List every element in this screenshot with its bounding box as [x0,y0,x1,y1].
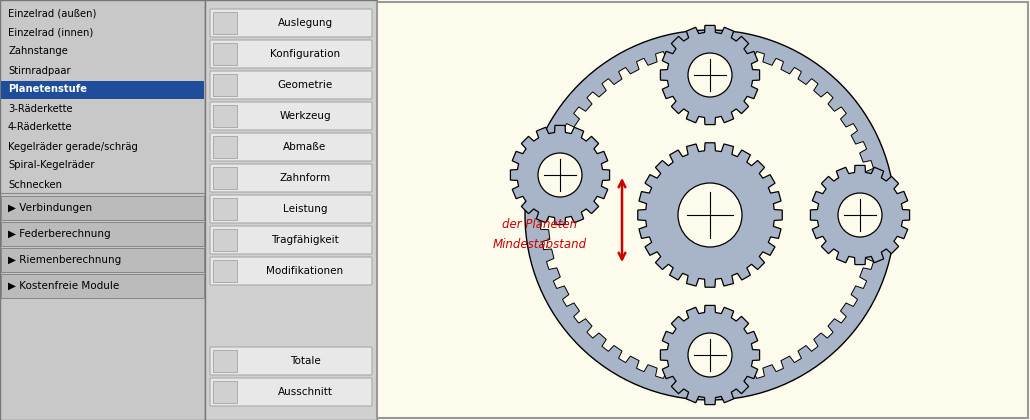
FancyBboxPatch shape [213,229,237,251]
Circle shape [688,333,732,377]
FancyBboxPatch shape [210,195,372,223]
FancyBboxPatch shape [210,71,372,99]
Text: Modifikationen: Modifikationen [267,266,344,276]
FancyBboxPatch shape [377,2,1028,418]
FancyBboxPatch shape [213,381,237,403]
FancyBboxPatch shape [213,105,237,127]
Polygon shape [811,165,909,265]
Text: 3-Räderkette: 3-Räderkette [8,103,73,113]
Polygon shape [660,305,759,404]
Text: ▶ Riemenberechnung: ▶ Riemenberechnung [8,255,122,265]
FancyBboxPatch shape [210,164,372,192]
Text: Abmaße: Abmaße [283,142,327,152]
Text: Ausschnitt: Ausschnitt [277,387,333,397]
FancyBboxPatch shape [213,350,237,372]
Text: Konfiguration: Konfiguration [270,49,340,59]
Text: Auslegung: Auslegung [277,18,333,28]
Polygon shape [660,25,759,125]
Circle shape [678,183,742,247]
Text: Kegelräder gerade/schräg: Kegelräder gerade/schräg [8,142,138,152]
Text: Mindestabstand: Mindestabstand [493,239,587,252]
Polygon shape [540,45,880,385]
Text: Werkzeug: Werkzeug [279,111,331,121]
FancyBboxPatch shape [1,81,204,99]
Circle shape [538,153,582,197]
FancyBboxPatch shape [210,347,372,375]
Polygon shape [511,126,610,225]
FancyBboxPatch shape [210,133,372,161]
FancyBboxPatch shape [213,74,237,96]
FancyBboxPatch shape [210,257,372,285]
Text: Zahnstange: Zahnstange [8,47,68,57]
FancyBboxPatch shape [213,43,237,65]
FancyBboxPatch shape [0,0,205,420]
FancyBboxPatch shape [210,226,372,254]
Text: Einzelrad (außen): Einzelrad (außen) [8,8,97,18]
FancyBboxPatch shape [1,222,204,246]
Circle shape [525,30,895,400]
FancyBboxPatch shape [213,167,237,189]
Text: Tragfähigkeit: Tragfähigkeit [271,235,339,245]
FancyBboxPatch shape [213,12,237,34]
Text: Spiral-Kegelräder: Spiral-Kegelräder [8,160,95,171]
Text: Einzelrad (innen): Einzelrad (innen) [8,27,94,37]
FancyBboxPatch shape [213,260,237,282]
FancyBboxPatch shape [210,102,372,130]
Text: Totale: Totale [289,356,320,366]
Text: ▶ Kostenfreie Module: ▶ Kostenfreie Module [8,281,119,291]
FancyBboxPatch shape [210,40,372,68]
Text: Planetenstufe: Planetenstufe [8,84,87,94]
FancyBboxPatch shape [1,274,204,298]
FancyBboxPatch shape [213,198,237,220]
FancyBboxPatch shape [1,196,204,220]
Text: 4-Räderkette: 4-Räderkette [8,123,73,132]
Polygon shape [638,143,782,287]
Text: Geometrie: Geometrie [277,80,333,90]
Text: ▶ Federberechnung: ▶ Federberechnung [8,229,110,239]
Text: Leistung: Leistung [283,204,328,214]
FancyBboxPatch shape [213,136,237,158]
FancyBboxPatch shape [1,248,204,272]
Text: der Planeten: der Planeten [503,218,578,231]
Text: Stirnradpaar: Stirnradpaar [8,66,71,76]
FancyBboxPatch shape [205,0,377,420]
FancyBboxPatch shape [210,9,372,37]
Text: ▶ Verbindungen: ▶ Verbindungen [8,203,92,213]
FancyBboxPatch shape [210,378,372,406]
Circle shape [838,193,882,237]
Circle shape [688,53,732,97]
Text: Schnecken: Schnecken [8,179,62,189]
Text: Zahnform: Zahnform [279,173,331,183]
